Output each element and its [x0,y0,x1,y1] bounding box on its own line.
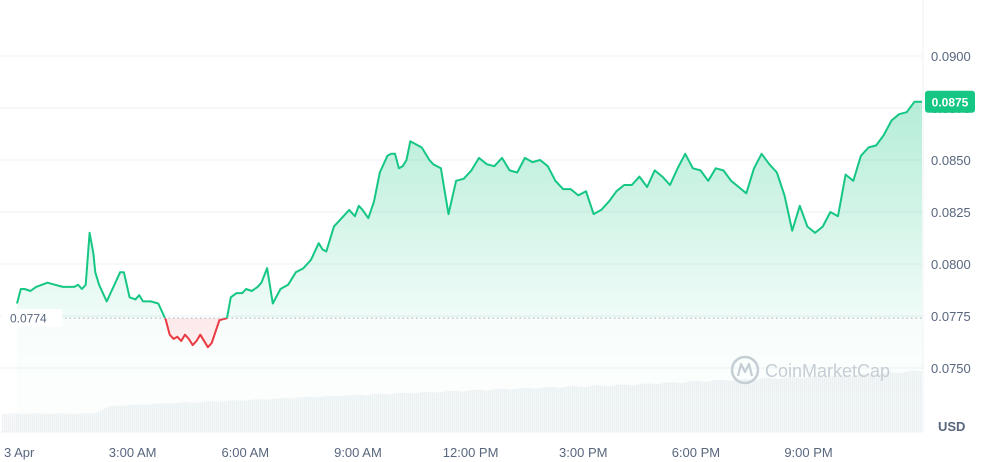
current-price-badge-bg [925,90,975,113]
price-area-fade [17,318,922,432]
volume-bar [2,413,4,432]
x-axis: 3 Apr 3:00 AM 6:00 AM 9:00 AM 12:00 PM 3:00 P… [4,445,833,460]
volume-bar [10,413,12,432]
x-tick-label: 3 Apr [4,445,35,460]
current-price-label: 0.0875 [932,95,969,109]
reference-price-label: 0.0774 [10,312,47,326]
x-tick-label: 12:00 PM [443,445,499,460]
x-tick-label: 6:00 PM [672,445,720,460]
volume-bar [16,413,18,432]
volume-bar [12,413,14,432]
x-tick-label: 9:00 AM [334,445,382,460]
price-area [17,101,922,432]
x-tick-label: 3:00 PM [559,445,607,460]
reference-price-line: 0.0774 [2,309,923,328]
current-price-badge: 0.0875 [925,90,975,113]
x-tick-label: 3:00 AM [109,445,157,460]
price-line-up [16,100,922,318]
y-tick-label: 0.0850 [931,153,971,168]
y-tick-label: 0.0800 [931,257,971,272]
y-tick-label: 0.0900 [931,49,971,64]
x-tick-label: 6:00 AM [221,445,269,460]
x-tick-label: 9:00 PM [784,445,832,460]
volume-bar [4,413,6,432]
price-area-up [17,101,922,318]
y-axis-unit-label: USD [938,419,965,434]
reference-label-bg [2,309,62,328]
price-line [16,100,922,349]
price-area-down [17,318,922,348]
y-tick-label: 0.0750 [931,361,971,376]
volume-bar [8,413,10,432]
y-tick-label: 0.0775 [931,309,971,324]
y-tick-label: 0.0825 [931,205,971,220]
volume-bar [6,413,8,432]
volume-bar [14,413,16,432]
